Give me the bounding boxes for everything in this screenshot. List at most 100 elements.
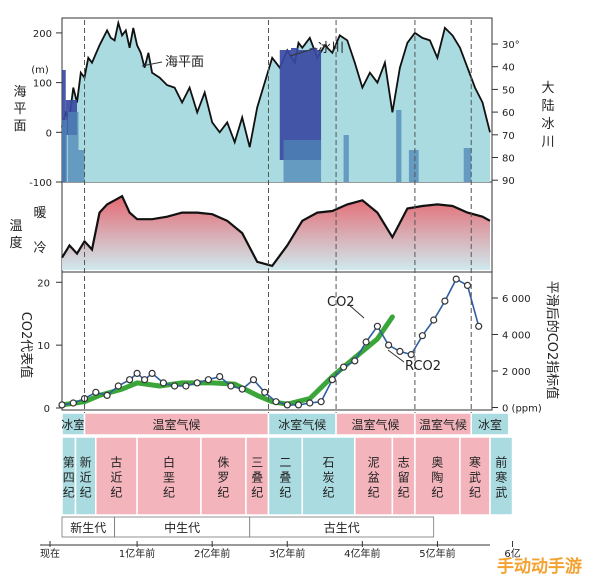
period-cell-label: 纪 (80, 486, 92, 500)
period-cell-label: 泥 (368, 456, 380, 470)
period-cell-label: 叠 (251, 471, 263, 485)
rco2-point (283, 401, 291, 409)
period-cell-label: 侏 (217, 456, 229, 470)
sea-level-tick-label: 100 (33, 79, 52, 90)
period-cell-label: 纪 (217, 486, 229, 500)
rco2-point (182, 382, 190, 390)
sea-level-axis-label-line2: 平 (13, 102, 26, 117)
period-cell (95, 436, 138, 516)
period-cell-label: 叠 (279, 471, 291, 485)
rco2-point (114, 382, 122, 390)
rco2-annotation: RCO2 (405, 359, 441, 374)
period-cell-label: 三 (251, 456, 263, 470)
period-cell-label: 纪 (323, 486, 335, 500)
period-cell-label: 纪 (431, 486, 443, 500)
sea-level-annotation-leader (141, 61, 163, 67)
period-cell-label: 近 (110, 471, 122, 485)
glacier-extent-bar (68, 112, 79, 182)
glacier-annotation-leader (289, 47, 317, 57)
rco2-point (238, 385, 246, 393)
temperature-layer (61, 194, 491, 270)
period-cell-label: 垩 (163, 471, 175, 485)
co2-left-tick-label: 20 (37, 278, 50, 289)
rco2-point (126, 376, 134, 384)
period-cell (267, 436, 304, 516)
period-cell-label: 纪 (63, 486, 75, 500)
period-cell-label: 陶 (431, 470, 443, 485)
time-axis-label: 5亿年前 (419, 547, 455, 560)
time-axis-label: 2亿年前 (194, 547, 230, 560)
temperature-area (62, 196, 490, 270)
era-cell-label: 古生代 (324, 520, 360, 535)
sea-level-annotation: 海平面 (165, 55, 204, 70)
climate-cell (470, 412, 510, 436)
glacier-extent-bar (78, 150, 85, 182)
rco2-point (58, 401, 66, 409)
rco2-point (148, 369, 156, 377)
rco2-point (396, 347, 404, 355)
period-cell (354, 436, 394, 516)
sea-level-axis-label: 海 (13, 85, 26, 100)
period-cell-label: 留 (398, 471, 410, 485)
rco2-point (249, 376, 258, 384)
period-cell-label: 二 (279, 456, 291, 470)
glacier-tick-label: 30° (502, 40, 520, 51)
temperature-warm-label: 暖 (33, 206, 46, 221)
watermark: 手动动手游 (497, 556, 582, 577)
rco2-point (317, 398, 325, 406)
time-axis-label: 6亿 (504, 547, 520, 560)
rco2-point (204, 376, 212, 384)
period-cell-label: 纪 (163, 486, 175, 500)
rco2-point (407, 351, 415, 359)
co2-right-tick-label: 4 000 (502, 331, 531, 342)
temperature-axis-label-line2: 度 (9, 235, 22, 251)
glacier-axis-label-line3: 冰 (541, 117, 554, 132)
rco2-point (193, 379, 201, 387)
glacier-axis-label-line2: 陆 (541, 98, 554, 114)
rco2-point (328, 376, 336, 384)
rco2-point (351, 357, 359, 365)
rco2-point (452, 275, 460, 283)
period-cell-label: 古 (110, 455, 122, 470)
time-axis-label: 4亿年前 (344, 547, 380, 560)
rco2-point (141, 376, 149, 384)
sea-level-axis-label-line3: 面 (13, 119, 26, 134)
period-cell-label: 新 (80, 455, 92, 470)
time-axis-label: 现在 (40, 548, 60, 560)
rco2-point (103, 391, 111, 399)
timeline-table: 冰室 温室气候 冰室气候 温室气候 温室气候 冰室第四纪新近纪古近纪白垩纪侏罗纪三叠纪二叠… (40, 412, 521, 560)
climate-cell-label: 温室气候 (419, 417, 467, 432)
climate-cell-label: 温室气候 (351, 417, 399, 432)
rco2-point (261, 388, 269, 396)
glacier-annotation: 冰川 (318, 41, 344, 56)
period-cell-label: 近 (80, 471, 92, 485)
glacier-tick-label: 50 (502, 85, 515, 96)
period-cell-label: 炭 (323, 471, 335, 485)
glacier-extent-bar (343, 135, 349, 182)
sea-level-area (62, 23, 490, 182)
glacier-axis-label-line4: 川 (541, 135, 554, 150)
rco2-point (272, 398, 280, 406)
sea-level-tick-label: 200 (33, 29, 52, 40)
sea-level-tick-label: -100 (29, 178, 52, 189)
rco2-point (227, 382, 235, 390)
rco2-point (362, 338, 370, 346)
glacier-block (291, 48, 299, 50)
glacier-tick-label: 90 (502, 176, 515, 187)
era-cell-label: 新生代 (70, 520, 106, 535)
temperature-line (61, 194, 491, 268)
co2-panel-frame (61, 271, 493, 411)
rco2-point (92, 388, 100, 396)
glacier-extent-bar (62, 120, 68, 182)
sea-level-tick-label: 0 (46, 128, 52, 139)
glacier-tick-label: 60 (502, 108, 515, 119)
period-cell-label: 志 (398, 456, 410, 470)
period-cell-label: 石 (323, 456, 335, 470)
period-cell-label: 纪 (368, 486, 380, 500)
climate-cell-label: 冰室 (478, 417, 502, 432)
glacier-tick-label: 40 (502, 63, 515, 74)
period-cell-label: 寒 (469, 455, 481, 470)
period-cell-label: 纪 (398, 486, 410, 500)
sea-level-unit: (m) (31, 65, 49, 76)
period-cell-label: 纪 (469, 486, 481, 500)
